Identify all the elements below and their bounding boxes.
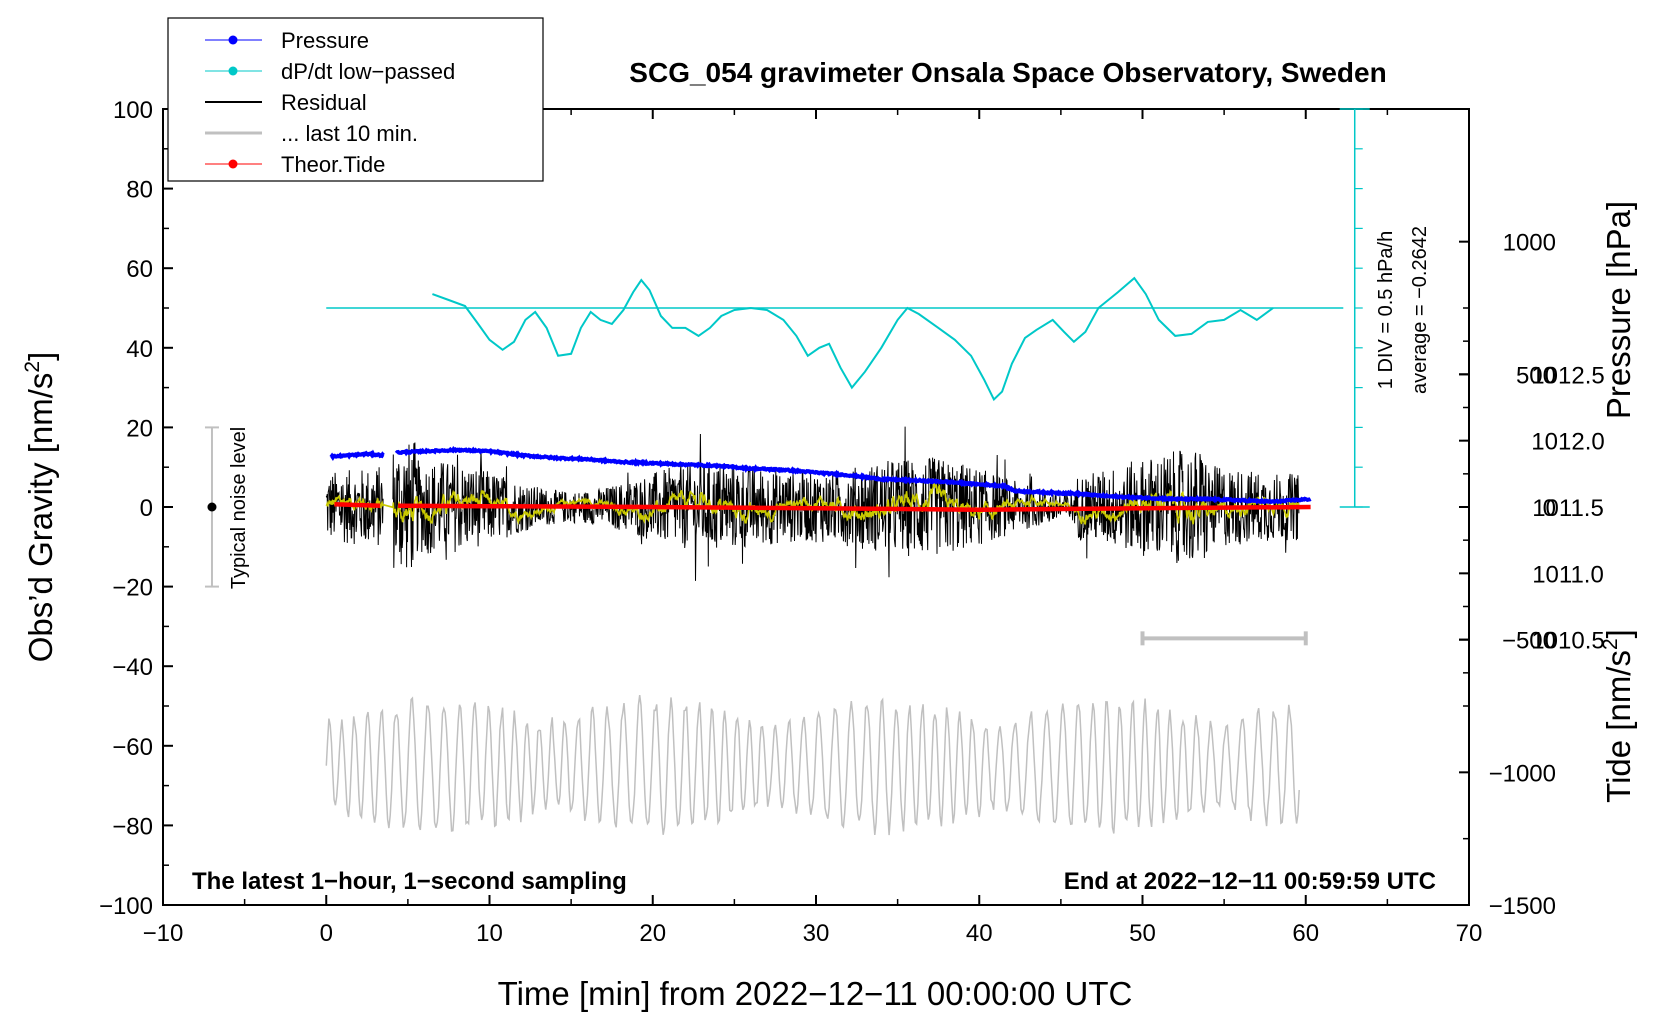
y-tick-label: 100 xyxy=(113,97,153,124)
x-axis-label: Time [min] from 2022−12−11 00:00:00 UTC xyxy=(498,975,1133,1012)
y-axis-label-left-end: ] xyxy=(22,352,59,361)
pressure-tick-label: 1012.5 xyxy=(1531,362,1604,389)
series-layer xyxy=(325,108,1370,836)
y-axis-label-tide-sup: 2 xyxy=(1599,638,1622,650)
tide-tick-label: −500 xyxy=(1502,628,1556,655)
y-tick-label: 80 xyxy=(126,177,153,204)
axis-ticks: −10 0 10 20 30 40 50 60 70−100−80−60−40−20020406… xyxy=(99,97,1605,947)
legend-box xyxy=(167,17,544,182)
noise-dot xyxy=(207,502,217,512)
noise-level-label: Typical noise level xyxy=(228,427,250,589)
y-tick-label: −40 xyxy=(112,654,153,681)
y-tick-label: 60 xyxy=(126,256,153,283)
pressure-tick-label: 1012.0 xyxy=(1531,429,1604,456)
x-tick-label: 40 xyxy=(966,920,993,947)
legend-label: Pressure xyxy=(281,28,369,53)
pressure-tick-label: 1010.5 xyxy=(1531,628,1604,655)
x-tick-label: 0 xyxy=(320,920,333,947)
y-tick-label: −100 xyxy=(99,893,153,920)
y-axis-label-tide: Tide [nm/s2] xyxy=(1599,629,1637,803)
pressure-line xyxy=(394,446,1312,505)
residual-line xyxy=(325,426,1300,581)
y-tick-label: −20 xyxy=(112,575,153,602)
legend-marker xyxy=(228,35,238,45)
tide-tick-label: 1000 xyxy=(1503,230,1556,257)
y-axis-label-left-sup: 2 xyxy=(21,361,44,373)
y-tick-label: 20 xyxy=(126,415,153,442)
theor-tide-line xyxy=(398,503,1311,512)
annotations xyxy=(204,426,1308,646)
y-axis-label-tide-main: Tide [nm/s xyxy=(1600,650,1637,803)
x-tick-label: −10 xyxy=(143,920,184,947)
y-tick-label: 0 xyxy=(140,495,153,522)
tide-tick-label: 500 xyxy=(1516,362,1556,389)
x-tick-label: 50 xyxy=(1129,920,1156,947)
chart-title: SCG_054 gravimeter Onsala Space Observat… xyxy=(629,57,1386,88)
dpdt-line xyxy=(432,276,1274,402)
x-tick-label: 10 xyxy=(476,920,503,947)
legend-marker xyxy=(228,159,238,169)
x-tick-label: 30 xyxy=(803,920,830,947)
pressure-tick-label: 1011.0 xyxy=(1532,561,1604,588)
theor-tide-line xyxy=(334,502,381,508)
tide-tick-label: 0 xyxy=(1543,495,1556,522)
y-tick-label: −60 xyxy=(112,734,153,761)
x-tick-label: 70 xyxy=(1456,920,1483,947)
legend-label: dP/dt low−passed xyxy=(281,59,455,84)
sampling-note: The latest 1−hour, 1−second sampling xyxy=(192,868,627,895)
y-tick-label: 40 xyxy=(126,336,153,363)
end-time-note: End at 2022−12−11 00:59:59 UTC xyxy=(1064,868,1436,895)
average-label: average = −0.2642 xyxy=(1409,226,1431,394)
legend-label: Theor.Tide xyxy=(281,152,385,177)
legend-label: Residual xyxy=(281,90,367,115)
tide-tick-label: −1000 xyxy=(1489,760,1556,787)
div-label: 1 DIV = 0.5 hPa/h xyxy=(1375,231,1397,389)
y-tick-label: −80 xyxy=(112,813,153,840)
legend: Pressure dP/dt low−passed Residual ... last… xyxy=(167,17,544,182)
y-axis-label-tide-end: ] xyxy=(1600,629,1637,638)
pressure-line xyxy=(329,449,385,462)
legend-marker xyxy=(228,66,238,76)
legend-label: ... last 10 min. xyxy=(281,121,418,146)
tide-tick-label: −1500 xyxy=(1489,893,1556,920)
last-10-min-line xyxy=(325,695,1300,836)
y-axis-label-left-main: Obs’d Gravity [nm/s xyxy=(22,373,59,663)
pressure-tick-label: 1011.5 xyxy=(1532,495,1604,522)
x-tick-label: 60 xyxy=(1292,920,1319,947)
y-axis-label-pressure: Pressure [hPa] xyxy=(1600,201,1637,419)
y-axis-label-left: Obs’d Gravity [nm/s2] xyxy=(21,352,59,663)
x-tick-label: 20 xyxy=(639,920,666,947)
